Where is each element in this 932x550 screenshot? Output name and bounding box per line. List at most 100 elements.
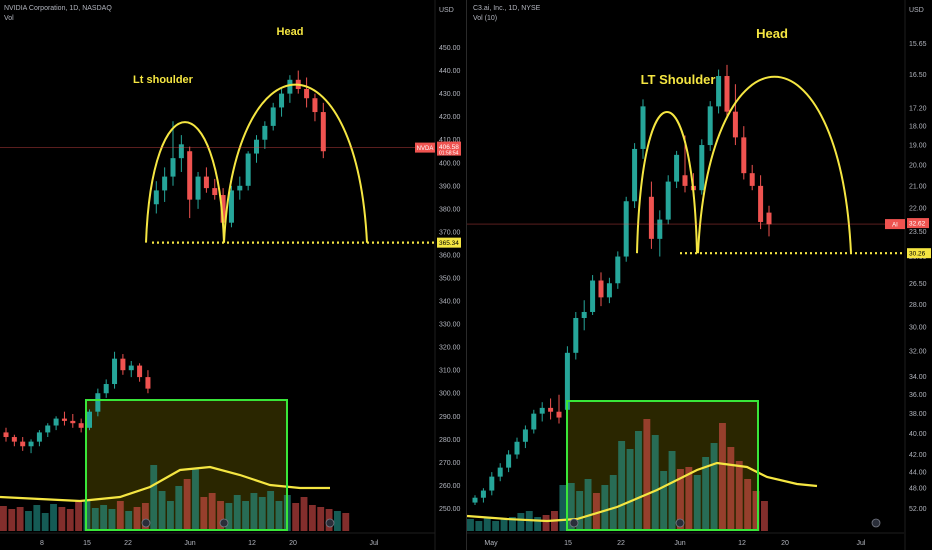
candle-body [548, 407, 554, 412]
candle-body [598, 280, 604, 298]
ai-chart-panel[interactable]: C3.ai, Inc., 1D, NYSE Vol (10) USD 15.65 1… [466, 0, 932, 550]
candle-body [153, 190, 159, 205]
y-tick-label: 22.00 [909, 206, 927, 213]
candle-body [732, 111, 738, 138]
volume-average-line [0, 465, 330, 503]
volume-bar [509, 517, 516, 531]
volume-bar [668, 451, 676, 531]
y-tick-label: 20.00 [909, 162, 927, 169]
volume-bar [167, 501, 174, 531]
dividend-marker-icon [325, 518, 335, 528]
neckline-tag-value: 30.26 [909, 251, 926, 258]
nvda-candlestick-chart[interactable]: USD 250.00 260.00 270.00 280.00 290.00 300.00 3… [0, 0, 466, 550]
y-tick-label: 450.00 [439, 45, 461, 52]
volume-bar [133, 507, 141, 531]
y-tick-label: 42.00 [909, 452, 927, 459]
y-tick-label: 44.00 [909, 470, 927, 477]
x-tick-label: May [484, 540, 498, 547]
candle-body [254, 139, 259, 154]
chart-header: NVIDIA Corporation, 1D, NASDAQ Vol [4, 4, 112, 24]
volume-bar [75, 501, 82, 531]
x-tick-label: 15 [83, 540, 91, 547]
y-tick-label: 38.00 [909, 411, 927, 418]
volume-bar [517, 513, 525, 531]
volume-bar [752, 491, 760, 531]
x-tick-label: 22 [124, 540, 132, 547]
y-tick-label: 23.50 [909, 229, 927, 236]
volume-bar [141, 503, 149, 531]
volume-bar [483, 517, 491, 531]
volume-bar [242, 501, 249, 531]
candle-body [212, 188, 218, 196]
y-tick-label: 420.00 [439, 114, 461, 121]
head-arc [223, 83, 368, 243]
volume-label: Vol [4, 15, 14, 22]
x-tick-label: 12 [738, 540, 746, 547]
candle-body [187, 151, 193, 200]
volume-bar [761, 501, 768, 531]
volume-label: Vol (10) [473, 15, 498, 22]
volume-bar [91, 508, 99, 531]
y-tick-label: 330.00 [439, 322, 461, 329]
volume-bar [233, 495, 241, 531]
y-tick-label: 410.00 [439, 137, 461, 144]
volume-bar [217, 501, 224, 531]
volume-bar [183, 479, 191, 531]
candle-body [489, 476, 495, 491]
candle-body [724, 76, 730, 112]
price-tag-countdown: 01:58:54 [439, 151, 459, 157]
volume-bar [158, 491, 166, 531]
head-arc [697, 76, 852, 254]
candle-body [304, 89, 310, 99]
candle-body [287, 79, 293, 94]
volume-bar [58, 507, 66, 531]
y-tick-label: 52.00 [909, 506, 927, 513]
candle-body [162, 176, 168, 191]
volume-bar [693, 475, 701, 531]
y-tick-label: 32.00 [909, 349, 927, 356]
price-tag [437, 141, 461, 156]
neckline-tag [907, 248, 931, 259]
earnings-marker-icon [219, 518, 229, 528]
volume-bar [292, 503, 300, 531]
symbol-title: NVIDIA Corporation, 1D, NASDAQ [4, 5, 112, 12]
volume-bar [735, 461, 743, 531]
volume-bar [710, 443, 718, 531]
volume-bar [225, 503, 233, 531]
volume-bar [308, 505, 316, 531]
ai-candlestick-chart[interactable]: USD 15.65 16.50 17.20 18.00 19.00 20.00 21.00 22… [467, 0, 932, 550]
volume-bar [334, 511, 341, 531]
chart-header: C3.ai, Inc., 1D, NYSE Vol (10) [473, 4, 540, 24]
volume-bar [467, 519, 474, 531]
x-tick-label: 22 [617, 540, 625, 547]
neckline-tag [437, 237, 461, 248]
candle-body [320, 112, 326, 152]
volume-bar [500, 519, 508, 531]
candle-body [28, 441, 34, 447]
y-tick-label: 320.00 [439, 345, 461, 352]
volume-bar [475, 521, 483, 531]
candle-body [112, 358, 118, 385]
volume-bar [559, 485, 567, 531]
nvda-chart-panel[interactable]: NVIDIA Corporation, 1D, NASDAQ Vol USD 25… [0, 0, 466, 550]
volume-bar [677, 469, 684, 531]
volume-bar [643, 419, 651, 531]
currency-label: USD [439, 7, 454, 14]
symbol-title: C3.ai, Inc., 1D, NYSE [473, 5, 541, 12]
y-tick-label: 360.00 [439, 252, 461, 259]
candle-body [70, 420, 76, 424]
candle-body [640, 106, 646, 149]
volume-bar [727, 447, 735, 531]
candle-body [716, 76, 722, 107]
y-tick-label: 290.00 [439, 414, 461, 421]
volume-average-line [467, 461, 818, 523]
candle-body [472, 497, 478, 503]
candle-body [178, 144, 184, 159]
candle-body [3, 432, 9, 438]
y-tick-label: 350.00 [439, 276, 461, 283]
candle-body [95, 393, 101, 412]
x-tick-label: 20 [289, 540, 297, 547]
y-tick-label: 430.00 [439, 91, 461, 98]
ticker-tag [415, 142, 435, 153]
y-tick-label: 440.00 [439, 68, 461, 75]
